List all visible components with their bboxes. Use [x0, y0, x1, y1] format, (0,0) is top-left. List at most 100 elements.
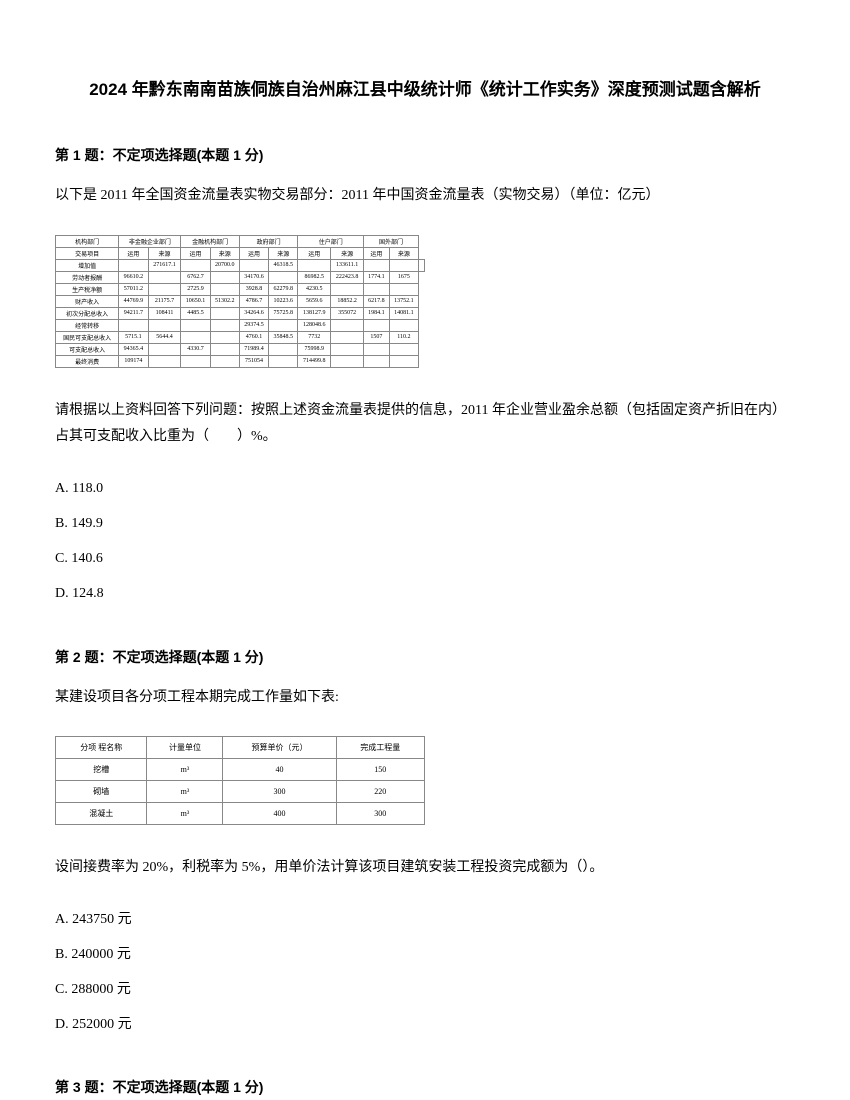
table-cell: [389, 355, 418, 367]
table-cell: [364, 283, 390, 295]
page-title: 2024 年黔东南南苗族侗族自治州麻江县中级统计师《统计工作实务》深度预测试题含…: [55, 75, 795, 100]
t1-h2-10: 来源: [389, 247, 418, 259]
table-cell: 4330.7: [181, 343, 210, 355]
table-cell: 1507: [364, 331, 390, 343]
t1-h1-1: 非金融企业部门: [119, 235, 181, 247]
table-cell: [269, 271, 298, 283]
q2-option-a: A. 243750 元: [55, 907, 795, 932]
table-cell: 271617.1: [148, 259, 181, 271]
q1-option-d: D. 124.8: [55, 581, 795, 606]
table-cell: 300: [223, 781, 336, 803]
table-cell: 94211.7: [119, 307, 148, 319]
t1-h2-4: 来源: [210, 247, 239, 259]
table-cell: 最终消费: [56, 355, 119, 367]
table-cell: 经常转移: [56, 319, 119, 331]
table-cell: [418, 259, 424, 271]
table-cell: 150: [336, 759, 424, 781]
t1-h2-7: 运用: [298, 247, 331, 259]
table-cell: 劳动者报酬: [56, 271, 119, 283]
table-cell: 5659.6: [298, 295, 331, 307]
table-cell: 86982.5: [298, 271, 331, 283]
t1-h2-3: 运用: [181, 247, 210, 259]
q1-option-c: C. 140.6: [55, 546, 795, 571]
table-cell: 4760.1: [239, 331, 268, 343]
table-cell: 3928.8: [239, 283, 268, 295]
table-cell: [148, 355, 181, 367]
table-cell: 6217.8: [364, 295, 390, 307]
table-cell: [148, 319, 181, 331]
table-cell: 砌墙: [56, 781, 147, 803]
table-cell: 7732: [298, 331, 331, 343]
t2-h-0: 分项 程名称: [56, 737, 147, 759]
table-cell: m³: [147, 803, 223, 825]
table-cell: 5715.1: [119, 331, 148, 343]
table-cell: [119, 259, 148, 271]
table-cell: [181, 331, 210, 343]
t1-h1-5: 国外部门: [364, 235, 419, 247]
table-cell: 13752.1: [389, 295, 418, 307]
t2-h-3: 完成工程量: [336, 737, 424, 759]
t1-h1-4: 住户部门: [298, 235, 364, 247]
table-cell: [269, 319, 298, 331]
table-cell: 751054: [239, 355, 268, 367]
question-1: 第 1 题：不定项选择题(本题 1 分) 以下是 2011 年全国资金流量表实物…: [55, 145, 795, 607]
q2-prompt: 设间接费率为 20%，利税率为 5%，用单价法计算该项目建筑安装工程投资完成额为…: [55, 855, 795, 882]
q2-option-b: B. 240000 元: [55, 942, 795, 967]
table-cell: 40: [223, 759, 336, 781]
t1-h2-8: 来源: [331, 247, 364, 259]
t1-h1-0: 机构部门: [56, 235, 119, 247]
table-cell: 222423.8: [331, 271, 364, 283]
q2-header: 第 2 题：不定项选择题(本题 1 分): [55, 647, 795, 667]
table-cell: 21175.7: [148, 295, 181, 307]
q1-table: 机构部门 非金融企业部门 金融机构部门 政府部门 住户部门 国外部门 交易项目 …: [55, 235, 795, 368]
table-cell: 20700.0: [210, 259, 239, 271]
table-cell: [269, 343, 298, 355]
table-cell: 6762.7: [181, 271, 210, 283]
table-cell: m³: [147, 781, 223, 803]
table-cell: [210, 283, 239, 295]
t1-h2-5: 运用: [239, 247, 268, 259]
table-cell: 5644.4: [148, 331, 181, 343]
t1-h2-9: 运用: [364, 247, 390, 259]
table-cell: 46318.5: [269, 259, 298, 271]
q1-header: 第 1 题：不定项选择题(本题 1 分): [55, 145, 795, 165]
table-cell: [119, 319, 148, 331]
table-cell: [364, 343, 390, 355]
table-cell: 34264.6: [239, 307, 268, 319]
table-cell: 18852.2: [331, 295, 364, 307]
table-cell: [298, 259, 331, 271]
question-3: 第 3 题：不定项选择题(本题 1 分): [55, 1077, 795, 1097]
table-cell: 10650.1: [181, 295, 210, 307]
table-cell: [389, 259, 418, 271]
table-cell: m³: [147, 759, 223, 781]
table-cell: [148, 271, 181, 283]
table-cell: 34170.6: [239, 271, 268, 283]
table-cell: 35848.5: [269, 331, 298, 343]
table-cell: 4786.7: [239, 295, 268, 307]
table-cell: [210, 343, 239, 355]
table-cell: [181, 259, 210, 271]
t2-h-1: 计量单位: [147, 737, 223, 759]
table-cell: 71989.4: [239, 343, 268, 355]
q2-option-d: D. 252000 元: [55, 1012, 795, 1037]
t1-h1-2: 金融机构部门: [181, 235, 240, 247]
t1-h1-3: 政府部门: [239, 235, 298, 247]
q2-option-c: C. 288000 元: [55, 977, 795, 1002]
table-cell: 1774.1: [364, 271, 390, 283]
table-cell: 国民可支配总收入: [56, 331, 119, 343]
t2-h-2: 预算单价（元）: [223, 737, 336, 759]
table-cell: [389, 319, 418, 331]
table-cell: [331, 283, 364, 295]
table-cell: 400: [223, 803, 336, 825]
table-cell: 108411: [148, 307, 181, 319]
q1-option-b: B. 149.9: [55, 511, 795, 536]
table-cell: 生产税净额: [56, 283, 119, 295]
q2-intro: 某建设项目各分项工程本期完成工作量如下表:: [55, 685, 795, 712]
table-cell: 初次分配总收入: [56, 307, 119, 319]
t1-h2-1: 运用: [119, 247, 148, 259]
table-cell: 62279.8: [269, 283, 298, 295]
t1-h2-2: 来源: [148, 247, 181, 259]
table-cell: [210, 331, 239, 343]
table-cell: [269, 355, 298, 367]
table-cell: [210, 307, 239, 319]
